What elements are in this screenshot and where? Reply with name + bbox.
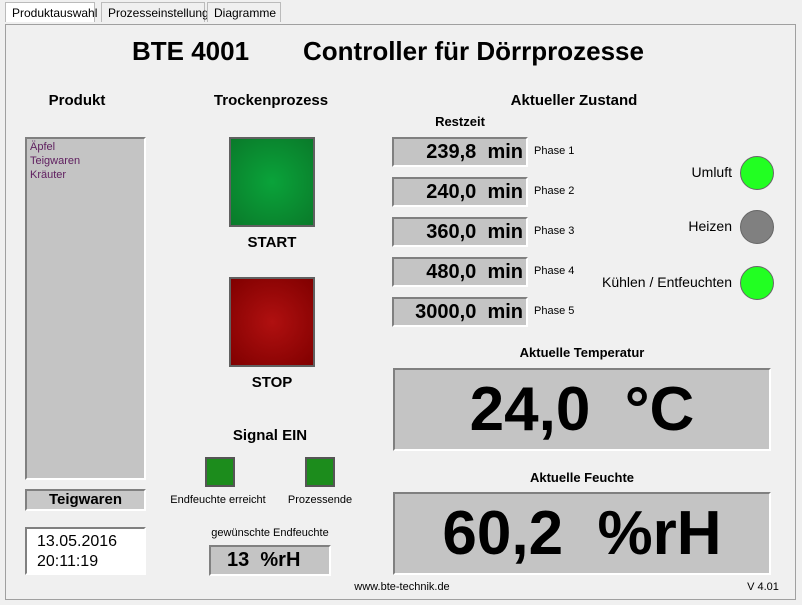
temperature-display: 24,0 °C [393,368,771,451]
indicator-label: Kühlen / Entfeuchten [602,274,732,290]
stop-button[interactable] [229,277,315,367]
phase-label: Phase 5 [534,305,575,317]
version: V 4.01 [747,581,779,593]
phase-value: 360,0 [426,221,477,243]
phase-unit: min [487,141,523,163]
product-heading: Produkt [48,92,106,109]
humidity-unit: %rH [597,499,722,568]
tab[interactable]: Prozesseinstellung [101,2,209,22]
phase-display: 3000,0 min [392,297,528,327]
phase-label: Phase 3 [534,225,575,237]
selected-product: Teigwaren [25,489,146,511]
temperature-label: Aktuelle Temperatur [519,345,645,360]
indicator-lamp [740,266,774,300]
phase-display: 480,0 min [392,257,528,287]
phase-display: 360,0 min [392,217,528,247]
date: 13.05.2016 [37,533,118,550]
target-unit: %rH [260,549,301,571]
phase-display: 240,0 min [392,177,528,207]
indicator-lamp [740,210,774,244]
list-item[interactable]: Teigwaren [30,155,81,167]
state-heading: Aktueller Zustand [510,92,638,109]
process-heading: Trockenprozess [213,92,329,109]
time: 20:11:19 [37,553,99,570]
phase-value: 240,0 [426,181,477,203]
humidity-display: 60,2 %rH [393,492,771,575]
footer-url: www.bte-technik.de [354,581,450,593]
phase-display: 239,8 min [392,137,528,167]
temperature-value: 24,0 [469,375,591,444]
list-item[interactable]: Kräuter [30,169,67,181]
humidity-label: Aktuelle Feuchte [529,470,635,485]
panel [5,24,796,600]
start-label: START [247,234,297,251]
tab[interactable]: Diagramme [207,2,281,22]
phase-value: 239,8 [426,141,477,163]
subtitle: Controller für Dörrprozesse [303,36,644,66]
list-item[interactable]: Äpfel [30,141,56,153]
phase-label: Phase 2 [534,185,575,197]
product-list[interactable]: Äpfel Teigwaren Kräuter [25,137,146,480]
signal-heading: Signal EIN [232,427,308,444]
phase-value: 3000,0 [415,301,477,323]
start-button[interactable] [229,137,315,227]
phase-unit: min [487,261,523,283]
phase-unit: min [487,181,523,203]
datetime: 13.05.2016 20:11:19 [25,527,146,575]
signal-led [305,457,335,487]
target-field[interactable]: 13 %rH [209,545,331,576]
indicator-label: Umluft [691,164,732,180]
indicator-lamp [740,156,774,190]
stop-label: STOP [251,374,293,391]
remaining-label: Restzeit [435,114,485,129]
phase-label: Phase 4 [534,265,575,277]
target-value: 13 [227,549,250,571]
phase-unit: min [487,221,523,243]
phase-label: Phase 1 [534,145,575,157]
signal-label: Endfeuchte erreicht [170,494,266,506]
temperature-unit: °C [624,375,695,444]
indicator-label: Heizen [688,218,732,234]
target-label: gewünschte Endfeuchte [211,527,329,539]
title: BTE 4001 [132,36,250,66]
phase-unit: min [487,301,523,323]
tab[interactable]: Produktauswahl [5,2,97,22]
signal-label: Prozessende [287,494,353,506]
signal-led [205,457,235,487]
phase-value: 480,0 [426,261,477,283]
humidity-value: 60,2 [442,499,564,568]
